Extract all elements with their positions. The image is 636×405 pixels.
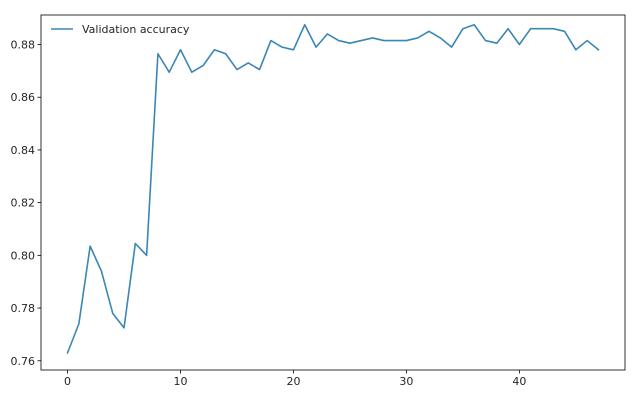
data-point [270, 40, 271, 41]
y-tick-label: 0.84 [11, 144, 36, 157]
data-point [508, 28, 509, 29]
y-tick-label: 0.86 [11, 91, 36, 104]
data-point [180, 49, 181, 50]
data-point [157, 53, 158, 54]
plot-frame [40, 14, 626, 371]
data-point [383, 40, 384, 41]
data-point [564, 31, 565, 32]
y-tick-label: 0.76 [11, 355, 36, 368]
data-point [598, 49, 599, 50]
plot-area-background [41, 15, 625, 370]
data-point [575, 49, 576, 50]
data-point [259, 69, 260, 70]
data-point [225, 53, 226, 54]
data-point [101, 271, 102, 272]
legend: Validation accuracy [51, 23, 190, 36]
data-point [541, 28, 542, 29]
data-point [372, 37, 373, 38]
y-tick-label: 0.80 [11, 249, 36, 262]
data-point [124, 327, 125, 328]
data-point [248, 62, 249, 63]
data-point [553, 28, 554, 29]
data-point [338, 40, 339, 41]
data-point [169, 72, 170, 73]
y-tick-label: 0.88 [11, 39, 36, 52]
x-tick-label: 20 [286, 375, 300, 388]
x-tick-label: 30 [399, 375, 413, 388]
data-point [236, 69, 237, 70]
data-point [293, 49, 294, 50]
data-point [496, 43, 497, 44]
tick-layer: 0 10 20 30 40 0.76 0.78 0.80 0.82 0.84 0.86 0.88 [11, 39, 527, 388]
data-point [519, 44, 520, 45]
legend-label-validation-accuracy: Validation accuracy [82, 23, 190, 36]
data-point [146, 255, 147, 256]
data-point [587, 40, 588, 41]
data-point [474, 24, 475, 25]
y-tick-label: 0.82 [11, 197, 36, 210]
data-point [67, 352, 68, 353]
x-tick-label: 40 [512, 375, 526, 388]
data-point [203, 65, 204, 66]
data-point [417, 37, 418, 38]
data-point [112, 313, 113, 314]
data-point [327, 33, 328, 34]
series-layer [66, 23, 600, 354]
data-point [530, 28, 531, 29]
data-point [361, 40, 362, 41]
data-point [78, 323, 79, 324]
x-tick-label: 10 [174, 375, 188, 388]
data-point [406, 40, 407, 41]
data-point [349, 43, 350, 44]
data-point [429, 31, 430, 32]
data-point [485, 40, 486, 41]
data-point [395, 40, 396, 41]
data-point [191, 72, 192, 73]
data-point [135, 243, 136, 244]
y-tick-label: 0.78 [11, 302, 36, 315]
data-point [451, 47, 452, 48]
data-point [214, 49, 215, 50]
series-line-validation-accuracy [66, 23, 600, 354]
x-tick-label: 0 [64, 375, 71, 388]
data-point [304, 24, 305, 25]
data-point [462, 28, 463, 29]
data-point [440, 37, 441, 38]
data-point [316, 47, 317, 48]
data-point [282, 47, 283, 48]
data-point [90, 246, 91, 247]
